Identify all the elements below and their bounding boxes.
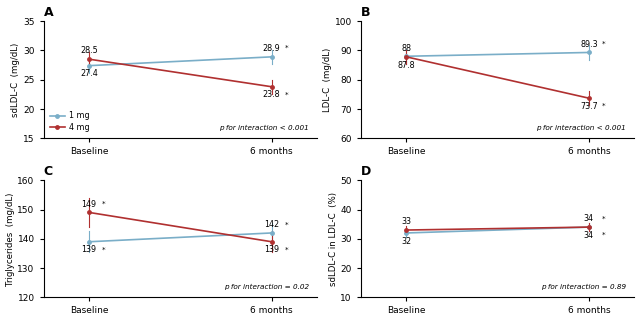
Text: 139: 139 bbox=[264, 246, 279, 255]
Text: 27.4: 27.4 bbox=[81, 69, 98, 78]
Text: B: B bbox=[361, 5, 371, 19]
Text: 23.8: 23.8 bbox=[263, 91, 280, 100]
Text: *: * bbox=[102, 201, 106, 207]
Text: 149: 149 bbox=[82, 200, 97, 209]
Text: 73.7: 73.7 bbox=[580, 102, 598, 111]
Text: 34: 34 bbox=[584, 214, 594, 223]
Text: 34: 34 bbox=[584, 231, 594, 240]
Text: 28.9: 28.9 bbox=[263, 44, 280, 53]
Text: 142: 142 bbox=[264, 220, 279, 229]
Y-axis label: LDL-C  (mg/dL): LDL-C (mg/dL) bbox=[323, 48, 332, 112]
Text: p for interaction < 0.001: p for interaction < 0.001 bbox=[220, 125, 309, 131]
Text: p for interaction = 0.02: p for interaction = 0.02 bbox=[224, 284, 309, 291]
Text: *: * bbox=[602, 103, 605, 109]
Text: D: D bbox=[361, 165, 371, 178]
Text: *: * bbox=[284, 91, 288, 98]
Text: *: * bbox=[602, 41, 605, 47]
Text: 28.5: 28.5 bbox=[81, 47, 98, 56]
Text: 32: 32 bbox=[401, 237, 412, 246]
Text: C: C bbox=[44, 165, 52, 178]
Text: *: * bbox=[284, 221, 288, 227]
Text: 139: 139 bbox=[82, 246, 97, 255]
Text: *: * bbox=[284, 247, 288, 253]
Text: 88: 88 bbox=[401, 44, 412, 53]
Text: 89.3: 89.3 bbox=[580, 40, 598, 49]
Text: 87.8: 87.8 bbox=[397, 61, 415, 70]
Text: p for interaction = 0.89: p for interaction = 0.89 bbox=[541, 284, 626, 291]
Text: A: A bbox=[44, 5, 53, 19]
Text: *: * bbox=[602, 215, 605, 221]
Text: *: * bbox=[602, 232, 605, 238]
Text: p for interaction < 0.001: p for interaction < 0.001 bbox=[536, 125, 626, 131]
Y-axis label: Triglycerides  (mg/dL): Triglycerides (mg/dL) bbox=[6, 192, 15, 285]
Text: *: * bbox=[284, 45, 288, 51]
Y-axis label: sdLDL-C in LDL-C  (%): sdLDL-C in LDL-C (%) bbox=[328, 192, 337, 286]
Text: *: * bbox=[102, 247, 106, 253]
Y-axis label: sdLDL-C  (mg/dL): sdLDL-C (mg/dL) bbox=[12, 43, 20, 117]
Text: 33: 33 bbox=[401, 217, 412, 226]
Legend: 1 mg, 4 mg: 1 mg, 4 mg bbox=[47, 109, 92, 134]
